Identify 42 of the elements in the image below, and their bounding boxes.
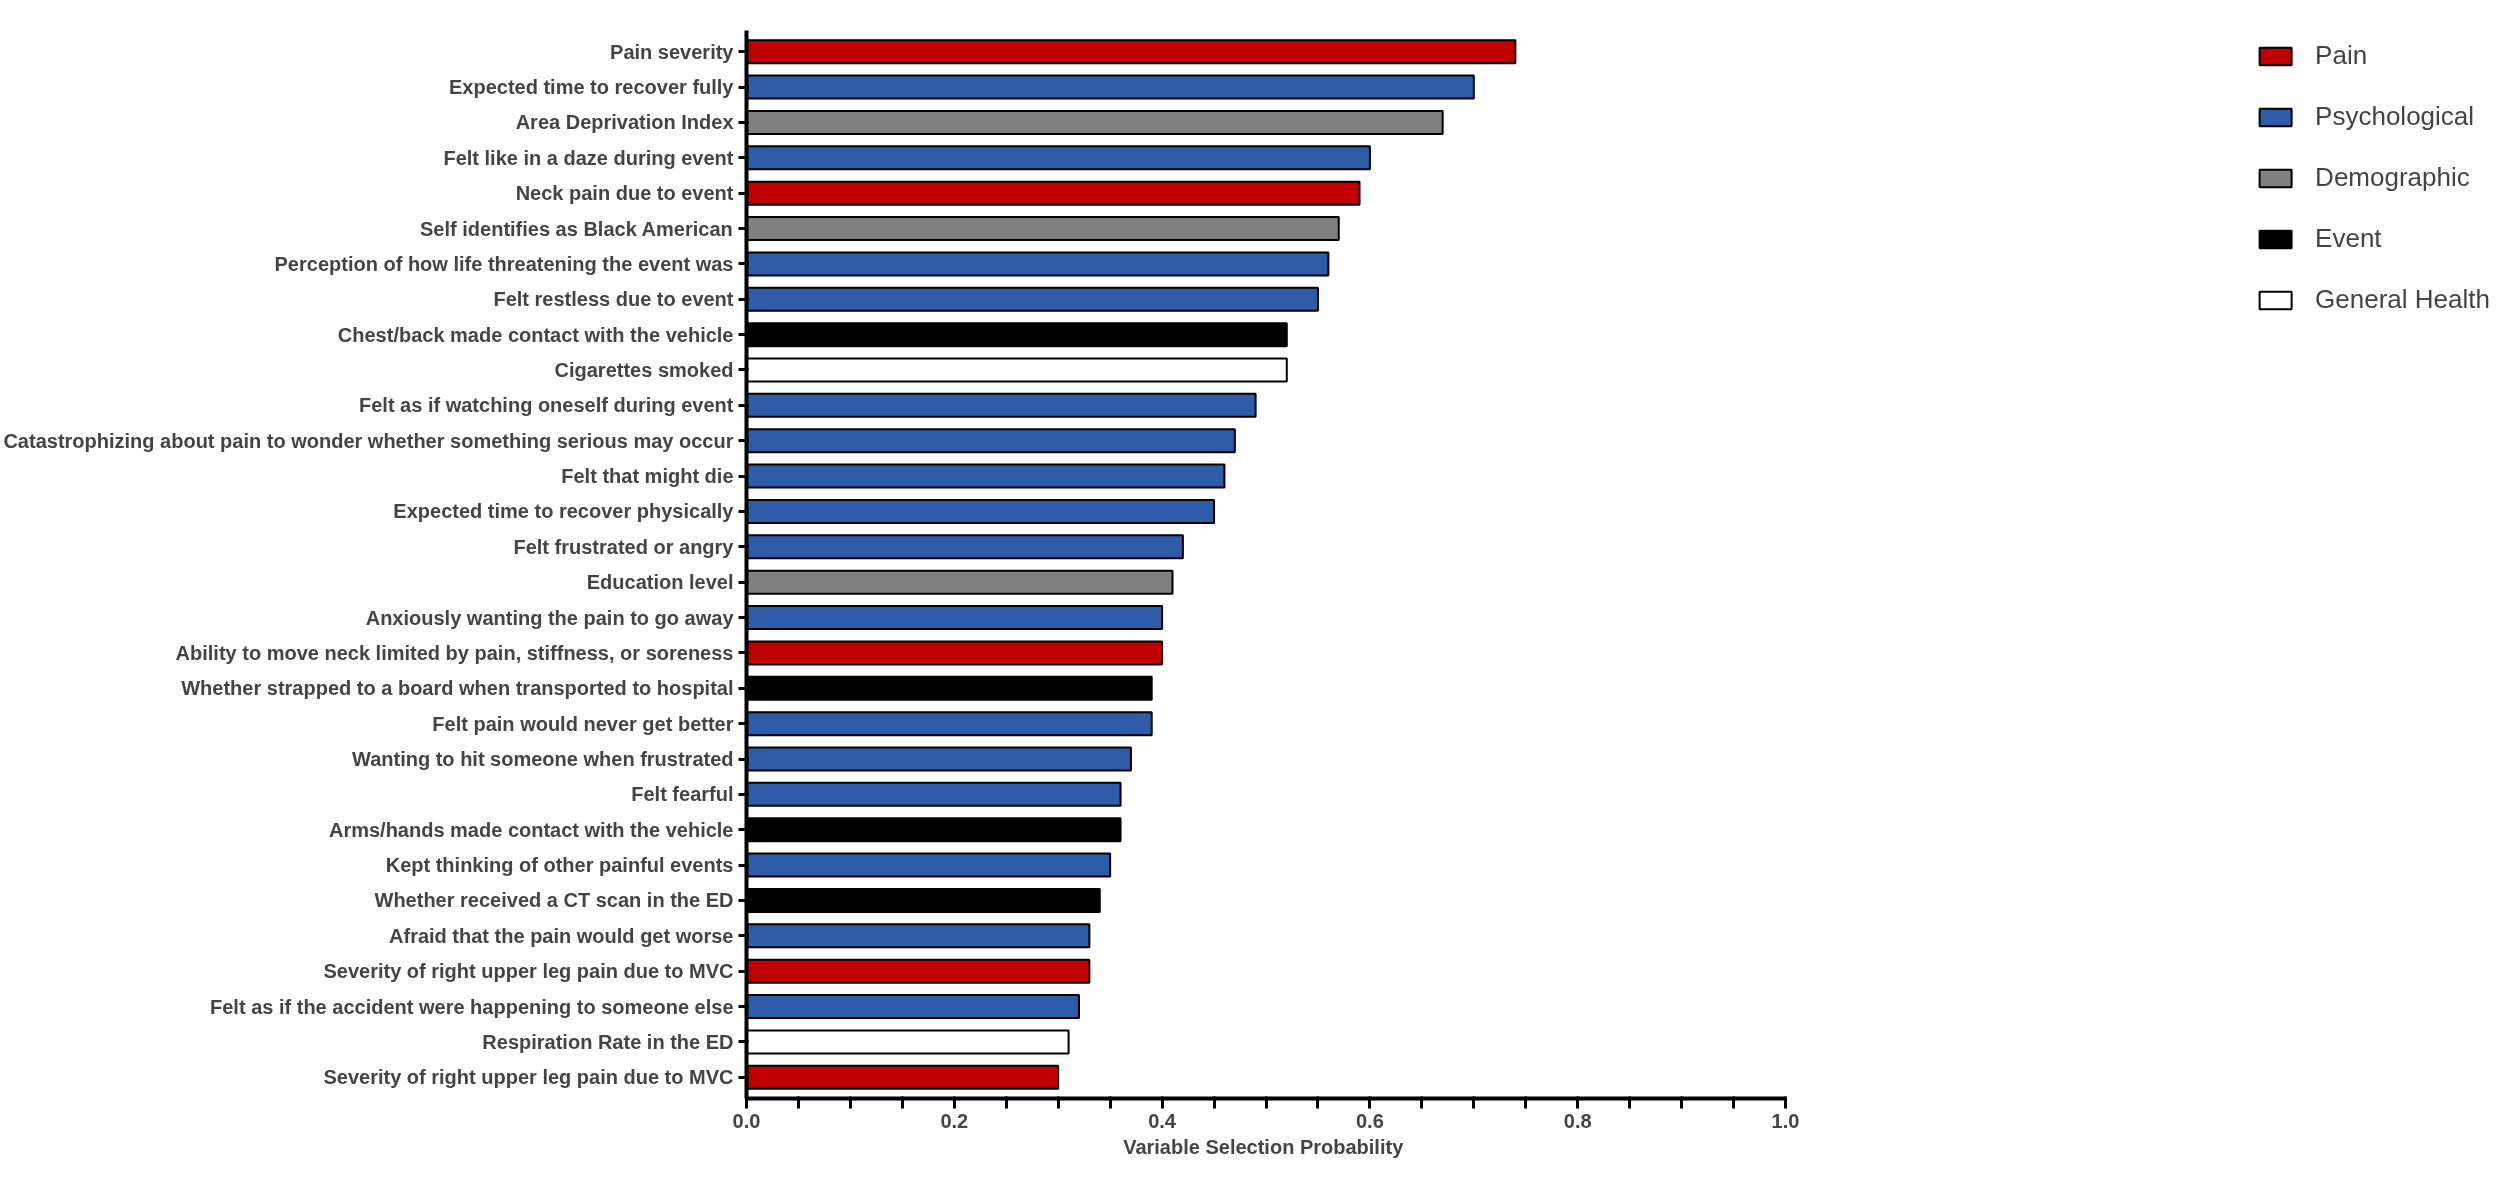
x-tick-label: 0.8 [1563, 1109, 1592, 1132]
x-tick-label: 0.6 [1356, 1109, 1384, 1132]
legend-label: Event [2315, 223, 2382, 254]
y-tick-label: Kept thinking of other painful events [385, 854, 734, 877]
y-tick-label: Perception of how life threatening the event was [274, 252, 734, 275]
y-tick-label: Felt as if watching oneself during event [359, 394, 734, 417]
y-tick-label: Anxiously wanting the pain to go away [365, 606, 735, 629]
legend-label: General Health [2315, 284, 2490, 315]
legend-label: Pain [2315, 40, 2368, 71]
x-tick-label: 0.2 [940, 1109, 969, 1132]
x-axis-title: Variable Selection Probability [1123, 1135, 1405, 1158]
y-tick-label: Chest/back made contact with the vehicle [337, 323, 734, 346]
legend-label: Demographic [2315, 162, 2470, 193]
y-tick-label: Felt that might die [561, 465, 734, 488]
y-tick-label: Whether received a CT scan in the ED [374, 889, 734, 912]
x-tick-label: 0.0 [732, 1109, 761, 1132]
y-tick-label: Respiration Rate in the ED [482, 1030, 734, 1053]
y-tick-label: Pain severity [610, 40, 735, 63]
y-tick-label: Neck pain due to event [515, 182, 734, 205]
y-tick-label: Catastrophizing about pain to wonder whether something serious may occur [3, 429, 734, 452]
y-tick-label: Self identifies as Black American [420, 217, 733, 240]
y-tick-label: Felt frustrated or angry [513, 535, 735, 558]
legend-label: Psychological [2315, 101, 2475, 132]
y-tick-label: Cigarettes smoked [554, 359, 734, 381]
y-tick-label: Felt as if the accident were happening to someone else [210, 995, 734, 1018]
y-tick-label: Felt like in a daze during event [443, 146, 734, 169]
y-tick-label: Arms/hands made contact with the vehicle [328, 818, 734, 841]
y-tick-label: Area Deprivation Index [515, 111, 734, 134]
x-tick-label: 0.4 [1148, 1109, 1177, 1132]
y-tick-label: Ability to move neck limited by pain, stiffness, or soreness [175, 641, 734, 664]
y-tick-label: Felt restless due to event [493, 288, 734, 311]
y-tick-label: Felt pain would never get better [432, 712, 734, 735]
y-tick-label: Wanting to hit someone when frustrated [352, 748, 734, 770]
y-tick-label: Expected time to recover physically [393, 500, 735, 523]
y-tick-label: Severity of right upper leg pain due to MVC [323, 960, 734, 983]
y-tick-label: Afraid that the pain would get worse [389, 924, 734, 947]
y-tick-label: Education level [586, 571, 734, 594]
x-tick-label: 1.0 [1771, 1109, 1800, 1132]
y-tick-label: Felt fearful [631, 783, 734, 806]
y-tick-label: Expected time to recover fully [448, 76, 735, 99]
y-tick-label: Whether strapped to a board when transported to hospital [181, 677, 734, 700]
y-tick-label: Severity of right upper leg pain due to MVC [323, 1066, 734, 1089]
